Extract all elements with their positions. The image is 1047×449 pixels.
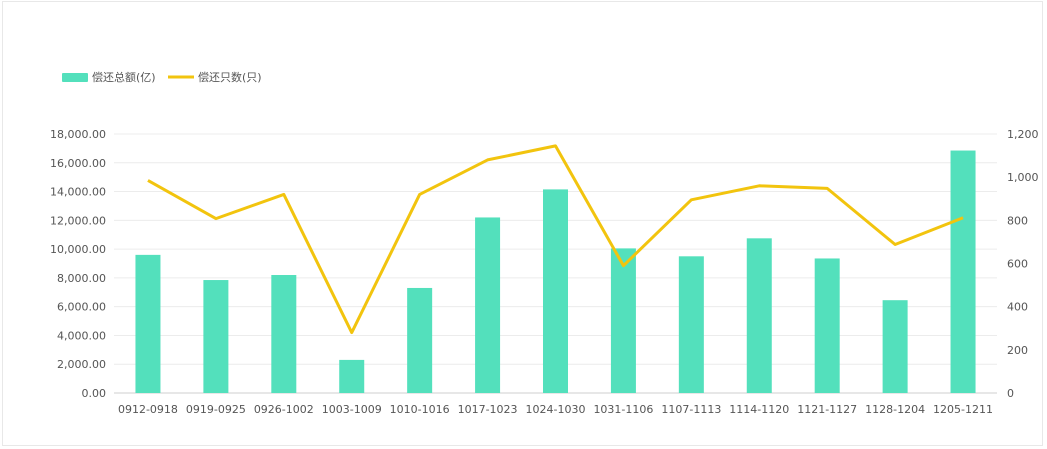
y-right-tick-label: 0	[1007, 387, 1014, 400]
y-left-tick-label: 16,000.00	[50, 157, 106, 170]
legend[interactable]: 偿还总额(亿) 偿还只数(只)	[62, 70, 262, 84]
x-tick-label: 1205-1211	[933, 403, 993, 416]
axes: 0.00 2,000.00 4,000.00 6,000.00 8,000.00 10,0…	[50, 128, 1038, 416]
x-tick-label: 1114-1120	[729, 403, 789, 416]
y-right-tick-label: 1,200	[1007, 128, 1039, 141]
y-right-tick-label: 400	[1007, 301, 1028, 314]
bar[interactable]	[543, 189, 568, 393]
y-left-tick-label: 4,000.00	[57, 329, 106, 342]
legend-label-line[interactable]: 偿还只数(只)	[198, 70, 262, 84]
y-left-tick-label: 18,000.00	[50, 128, 106, 141]
y-right-tick-label: 200	[1007, 344, 1028, 357]
bar-series	[135, 150, 976, 393]
x-tick-label: 1031-1106	[593, 403, 653, 416]
bar[interactable]	[746, 238, 772, 393]
bar[interactable]	[882, 300, 908, 393]
grid	[114, 133, 997, 394]
legend-swatch-bar	[62, 73, 88, 82]
y-left-tick-label: 14,000.00	[50, 186, 106, 199]
bar[interactable]	[475, 217, 501, 393]
x-tick-label: 1128-1204	[865, 403, 925, 416]
legend-label-bar[interactable]: 偿还总额(亿)	[92, 70, 156, 84]
line-series	[147, 144, 964, 335]
x-tick-label: 0926-1002	[254, 403, 314, 416]
series-line	[147, 144, 964, 335]
x-tick-label: 1010-1016	[390, 403, 450, 416]
bar[interactable]	[271, 275, 297, 393]
x-tick-label: 1107-1113	[661, 403, 721, 416]
x-tick-label: 1017-1023	[458, 403, 518, 416]
bar[interactable]	[407, 287, 433, 393]
y-right-tick-label: 800	[1007, 214, 1028, 227]
y-right-tick-label: 600	[1007, 258, 1028, 271]
x-tick-label: 1024-1030	[526, 403, 586, 416]
bar[interactable]	[135, 254, 161, 393]
bar[interactable]	[814, 258, 840, 393]
y-left-tick-label: 0.00	[82, 387, 107, 400]
bar[interactable]	[339, 359, 365, 393]
y-right-tick-label: 1,000	[1007, 171, 1039, 184]
bar[interactable]	[678, 256, 704, 393]
bar[interactable]	[203, 280, 229, 393]
bar[interactable]	[610, 248, 636, 393]
bar[interactable]	[950, 150, 976, 393]
x-tick-label: 0919-0925	[186, 403, 246, 416]
x-tick-label: 1003-1009	[322, 403, 382, 416]
x-tick-label: 0912-0918	[118, 403, 178, 416]
x-tick-label: 1121-1127	[797, 403, 857, 416]
y-left-tick-label: 10,000.00	[50, 243, 106, 256]
y-left-tick-label: 12,000.00	[50, 214, 106, 227]
y-left-tick-label: 2,000.00	[57, 358, 106, 371]
y-left-tick-label: 8,000.00	[57, 272, 106, 285]
y-left-tick-label: 6,000.00	[57, 301, 106, 314]
